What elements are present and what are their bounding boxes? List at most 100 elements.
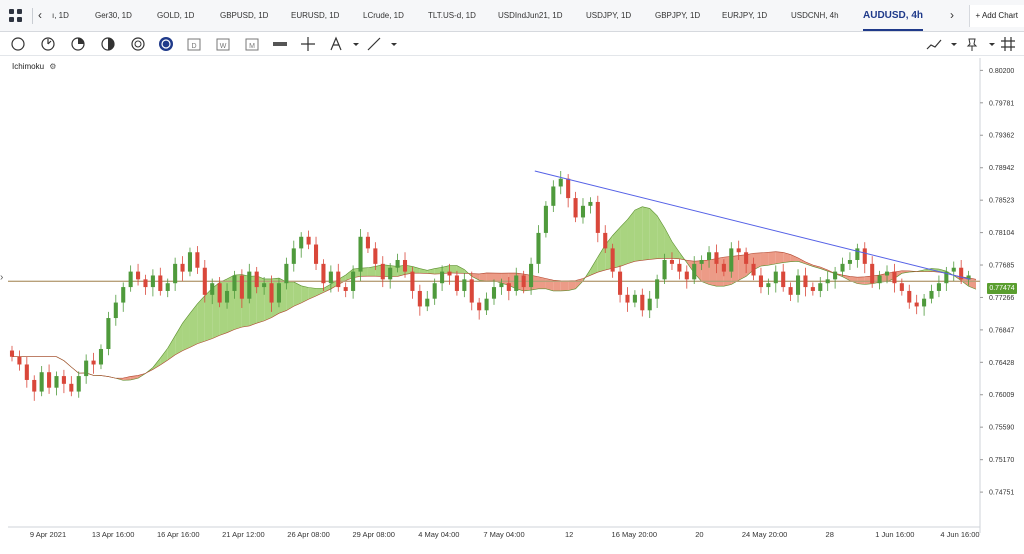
- candle-body: [10, 351, 14, 357]
- candle-body: [54, 376, 58, 388]
- candle-body: [633, 295, 637, 303]
- add-chart-button[interactable]: + Add Chart: [969, 5, 1024, 27]
- candle-body: [17, 357, 21, 365]
- pie-tool-icon[interactable]: [70, 36, 86, 52]
- candle-body: [692, 264, 696, 279]
- x-tick-label: 16 Apr 16:00: [157, 530, 200, 539]
- tab-12[interactable]: AUDUSD, 4h: [863, 0, 923, 31]
- line-tool-icon[interactable]: [366, 36, 382, 52]
- candle-body: [848, 260, 852, 264]
- crosshair-icon[interactable]: [300, 36, 316, 52]
- tab-3[interactable]: GBPUSD, 1D: [220, 0, 268, 31]
- tabs-scroll-left-icon[interactable]: ‹: [38, 0, 42, 31]
- candle-body: [551, 186, 555, 205]
- ichimoku-cloud-segment: [294, 282, 301, 306]
- circle-tool-icon[interactable]: [10, 36, 26, 52]
- candle-body: [121, 287, 125, 302]
- candle-body: [225, 291, 229, 303]
- candle-body: [611, 248, 615, 271]
- candle-body: [729, 248, 733, 271]
- tab-2[interactable]: GOLD, 1D: [157, 0, 194, 31]
- candle-body: [522, 275, 526, 287]
- trend-style-icon[interactable]: [926, 36, 942, 52]
- grid-toggle-icon[interactable]: [1000, 36, 1016, 52]
- pin-icon[interactable]: [964, 36, 980, 52]
- candle-body: [922, 299, 926, 307]
- candle-body: [373, 248, 377, 263]
- x-tick-label: 13 Apr 16:00: [92, 530, 135, 539]
- calendar-w-icon[interactable]: W: [215, 36, 231, 52]
- chevron-down-icon[interactable]: [984, 36, 992, 52]
- candle-body: [344, 287, 348, 291]
- chevron-down-icon[interactable]: [946, 36, 954, 52]
- ichimoku-cloud-segment: [761, 252, 768, 266]
- tab-9[interactable]: GBPJPY, 1D: [655, 0, 700, 31]
- calendar-d-icon[interactable]: D: [186, 36, 202, 52]
- tab-11[interactable]: USDCNH, 4h: [791, 0, 839, 31]
- candle-body: [737, 248, 741, 252]
- candle-body: [937, 283, 941, 291]
- ichimoku-cloud-segment: [635, 207, 642, 262]
- candle-body: [158, 275, 162, 290]
- multi-circle-icon[interactable]: [130, 36, 146, 52]
- tab-6[interactable]: TLT.US-d, 1D: [428, 0, 476, 31]
- candle-body: [470, 279, 474, 302]
- ichimoku-cloud-segment: [368, 266, 375, 276]
- candle-body: [358, 237, 362, 272]
- y-tick-label: 0.76428: [989, 360, 1014, 367]
- text-tool-icon[interactable]: [328, 36, 344, 52]
- candle-body: [277, 283, 281, 302]
- calendar-m-icon[interactable]: M: [244, 36, 260, 52]
- x-tick-label: 4 Jun 16:00: [940, 530, 979, 539]
- candle-body: [826, 279, 830, 283]
- settings-gear-icon[interactable]: ⚙: [49, 62, 56, 71]
- candle-body: [403, 260, 407, 272]
- ichimoku-cloud-segment: [650, 208, 657, 259]
- bar-type-icon[interactable]: [272, 36, 288, 52]
- candle-body: [433, 283, 437, 298]
- candle-body: [514, 275, 518, 290]
- tab-1[interactable]: Ger30, 1D: [95, 0, 132, 31]
- candle-body: [670, 260, 674, 264]
- candle-body: [803, 275, 807, 287]
- tab-8[interactable]: USDJPY, 1D: [586, 0, 631, 31]
- ichimoku-cloud-segment: [642, 207, 649, 261]
- candle-body: [292, 248, 296, 263]
- candle-body: [210, 283, 214, 295]
- clock-tool-icon[interactable]: [40, 36, 56, 52]
- panel-expand-icon[interactable]: ›: [0, 272, 3, 283]
- active-circle-icon[interactable]: [158, 36, 174, 52]
- candle-body: [722, 264, 726, 272]
- layout-grid-icon[interactable]: [9, 9, 23, 23]
- chart-canvas[interactable]: 0.802000.797810.793620.789420.785230.781…: [0, 56, 1024, 549]
- tab-7[interactable]: USDIndJun21, 1D: [498, 0, 562, 31]
- tab-4[interactable]: EURUSD, 1D: [291, 0, 339, 31]
- y-tick-label: 0.80200: [989, 68, 1014, 75]
- x-tick-label: 21 Apr 12:00: [222, 530, 265, 539]
- candle-body: [648, 299, 652, 311]
- candle-body: [477, 303, 481, 311]
- candle-body: [151, 275, 155, 287]
- candle-body: [173, 264, 177, 283]
- candle-body: [811, 287, 815, 291]
- candle-body: [447, 272, 451, 276]
- ichimoku-cloud-segment: [205, 288, 212, 341]
- candle-body: [84, 361, 88, 376]
- tabs-scroll-right-icon[interactable]: ›: [950, 0, 954, 31]
- chevron-down-icon[interactable]: [386, 36, 394, 52]
- candle-body: [870, 264, 874, 283]
- candle-body: [855, 248, 859, 260]
- y-tick-label: 0.79781: [989, 100, 1014, 107]
- tab-5[interactable]: LCrude, 1D: [363, 0, 404, 31]
- chevron-down-icon[interactable]: [348, 36, 356, 52]
- ichimoku-cloud-segment: [620, 220, 627, 267]
- candle-body: [833, 272, 837, 280]
- candle-body: [751, 264, 755, 276]
- y-tick-label: 0.76009: [989, 392, 1014, 399]
- half-circle-icon[interactable]: [100, 36, 116, 52]
- tab-10[interactable]: EURJPY, 1D: [722, 0, 767, 31]
- candle-body: [425, 299, 429, 307]
- candle-body: [900, 283, 904, 291]
- tab-0[interactable]: ı, 1D: [52, 0, 69, 31]
